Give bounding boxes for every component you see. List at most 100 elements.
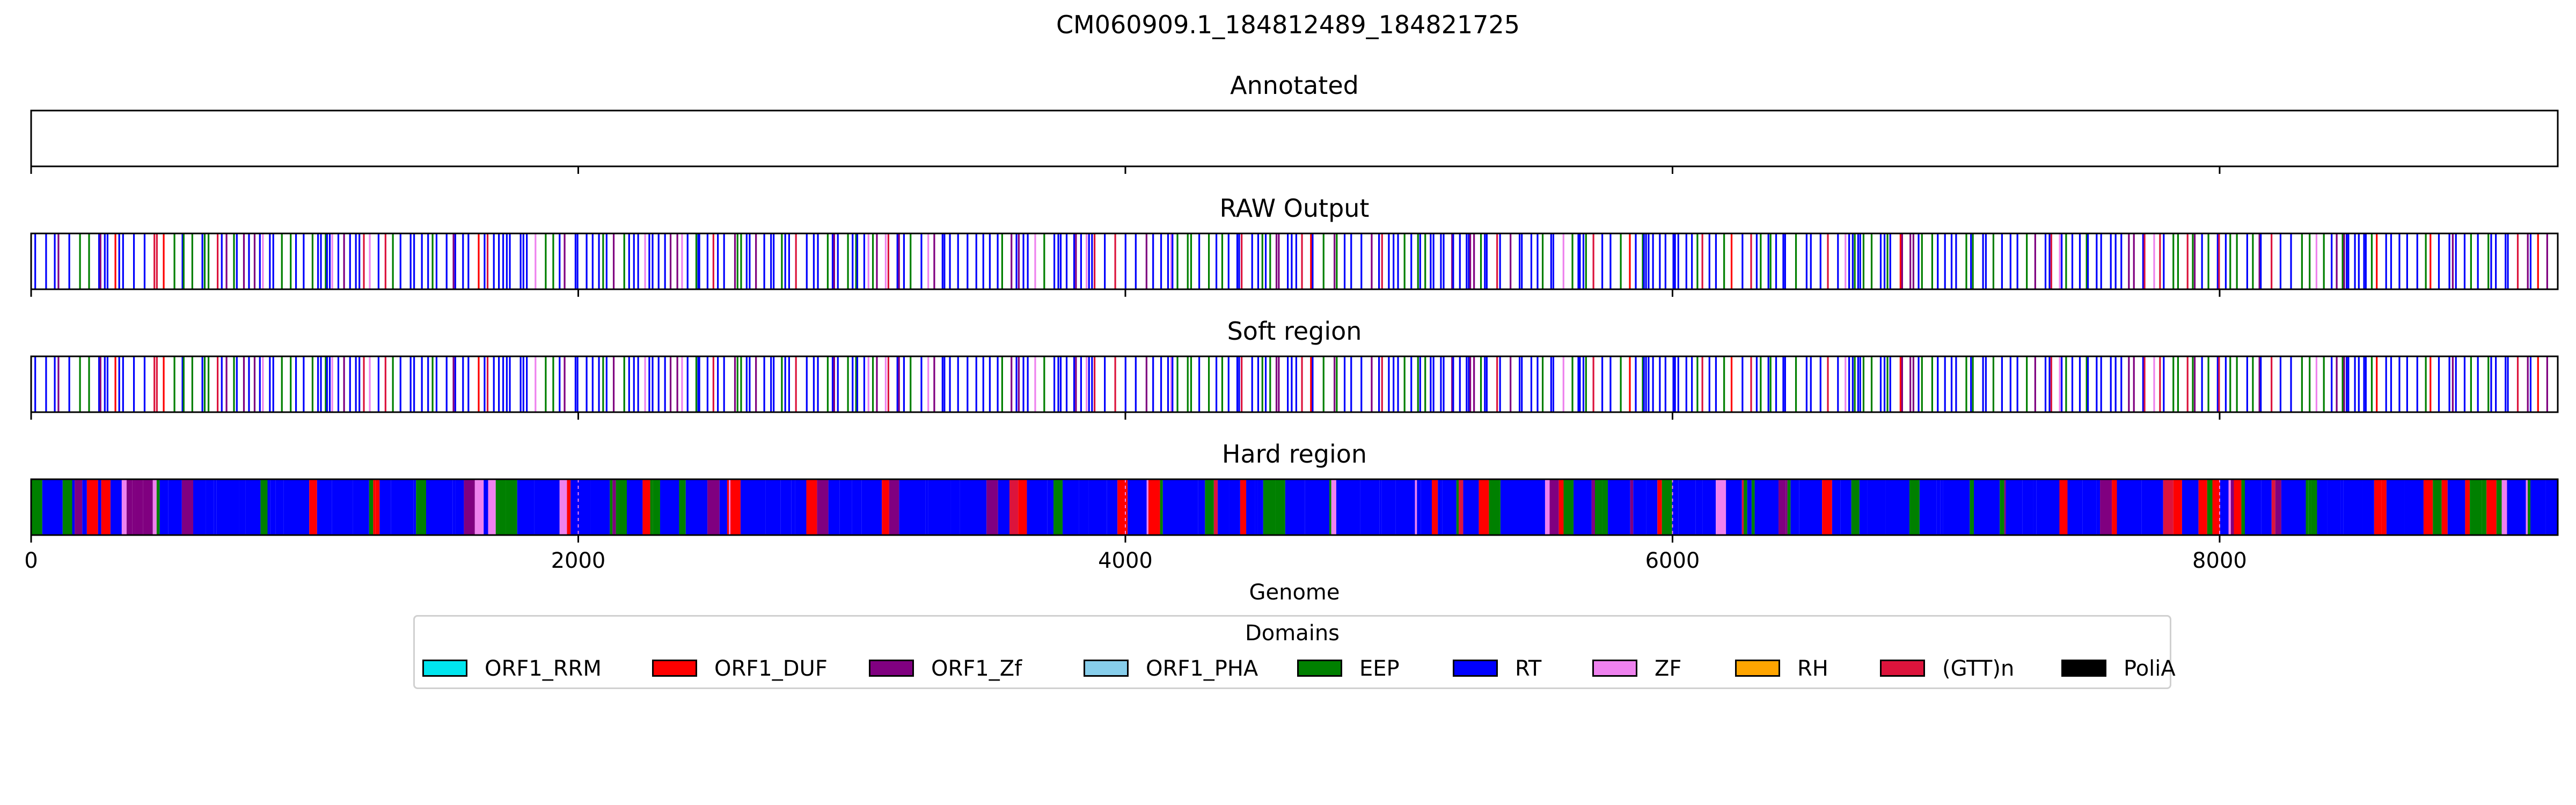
domain-segment — [455, 479, 464, 535]
domain-segment — [2327, 479, 2341, 535]
domain-segment — [270, 479, 276, 535]
legend-swatch — [652, 660, 697, 677]
domain-segment — [1257, 479, 1263, 535]
domain-segment — [121, 479, 127, 535]
domain-segment — [1160, 479, 1163, 535]
domain-segment — [391, 479, 414, 535]
domain-segment — [1009, 479, 1019, 535]
track-frame — [30, 232, 2559, 290]
domain-segment — [373, 479, 376, 535]
domain-segment — [260, 479, 268, 535]
domain-segment — [1456, 479, 1459, 535]
domain-segment — [2317, 479, 2328, 535]
domain-segment — [239, 479, 246, 535]
domain-segment — [72, 479, 75, 535]
domain-segment — [2386, 479, 2405, 535]
legend-swatch — [1592, 660, 1637, 677]
domain-segment — [765, 479, 781, 535]
domain-segment — [2241, 479, 2245, 535]
domain-segment — [2059, 479, 2068, 535]
domain-segment — [1079, 479, 1089, 535]
domain-segment — [2096, 479, 2101, 535]
domain-segment — [685, 479, 708, 535]
domain-segment — [928, 479, 951, 535]
legend-label: ORF1_Zf — [931, 656, 1022, 681]
domain-segment — [1117, 479, 1128, 535]
domain-segment — [101, 479, 111, 535]
domain-segment — [2082, 479, 2097, 535]
domain-segment — [1229, 479, 1240, 535]
domain-segment — [1128, 479, 1147, 535]
legend-label: ORF1_DUF — [714, 656, 828, 681]
domain-segment — [2000, 479, 2004, 535]
domain-segment — [2211, 479, 2213, 535]
domain-segment — [379, 479, 391, 535]
domain-segment — [1630, 479, 1634, 535]
domain-segment — [1205, 479, 1214, 535]
domain-segment — [882, 479, 889, 535]
domain-segment — [1943, 479, 1970, 535]
domain-segment — [707, 479, 720, 535]
domain-segment — [780, 479, 792, 535]
legend-label: (GTT)n — [1942, 656, 2015, 681]
domain-segment — [2496, 479, 2502, 535]
domain-segment — [1832, 479, 1841, 535]
domain-segment — [2441, 479, 2448, 535]
domain-segment — [1716, 479, 1726, 535]
domain-segment — [2004, 479, 2006, 535]
domain-segment — [612, 479, 616, 535]
domain-segment — [2261, 479, 2272, 535]
domain-segment — [1595, 479, 1602, 535]
domain-segment — [1744, 479, 1747, 535]
domain-segment — [2275, 479, 2281, 535]
legend: Domains ORF1_RRM ORF1_DUF ORF1_Zf ORF1_PHA E… — [413, 615, 2176, 689]
domain-segment — [2281, 479, 2306, 535]
x-tick-label: 0 — [24, 548, 38, 573]
domain-segment — [2374, 479, 2382, 535]
domain-segment — [1741, 479, 1744, 535]
domain-segment — [1146, 479, 1148, 535]
domain-segment — [1417, 479, 1421, 535]
domain-segment — [1970, 479, 1974, 535]
domain-segment — [590, 479, 610, 535]
tracks-group: Annotated RAW Output Soft region Hard regio… — [30, 71, 2559, 543]
domain-segment — [2423, 479, 2433, 535]
domain-segment — [627, 479, 643, 535]
domain-segment — [727, 479, 729, 535]
domain-segment — [2006, 479, 2023, 535]
domain-segment — [1754, 479, 1779, 535]
domain-segment — [1602, 479, 1608, 535]
domain-segment — [1695, 479, 1703, 535]
domain-segment — [806, 479, 817, 535]
track-soft-region: Soft region — [30, 317, 2559, 420]
domain-segment — [730, 479, 741, 535]
domain-segment — [452, 479, 456, 535]
domain-segment — [729, 479, 731, 535]
legend-swatch — [869, 660, 914, 677]
domain-segment — [193, 479, 206, 535]
domain-segment — [426, 479, 453, 535]
domain-segment — [2311, 479, 2317, 535]
domain-segment — [1329, 479, 1331, 535]
legend-swatch — [1735, 660, 1780, 677]
domain-segment — [1255, 479, 1258, 535]
domain-segment — [375, 479, 380, 535]
domain-segment — [2404, 479, 2424, 535]
domain-segment — [1395, 479, 1415, 535]
domain-segment — [2433, 479, 2442, 535]
domain-segment — [642, 479, 650, 535]
domain-segment — [899, 479, 926, 535]
domain-segment — [660, 479, 679, 535]
domain-segment — [1431, 479, 1438, 535]
domain-segment — [31, 479, 42, 535]
domain-segment — [2482, 479, 2487, 535]
domain-segment — [152, 479, 157, 535]
domain-segment — [852, 479, 862, 535]
domain-segment — [1678, 479, 1696, 535]
domain-segment — [2230, 479, 2234, 535]
domain-segment — [1285, 479, 1305, 535]
track-title: Annotated — [1230, 71, 1359, 100]
domain-segment — [2163, 479, 2174, 535]
domain-segment — [369, 479, 374, 535]
domain-segment — [156, 479, 160, 535]
